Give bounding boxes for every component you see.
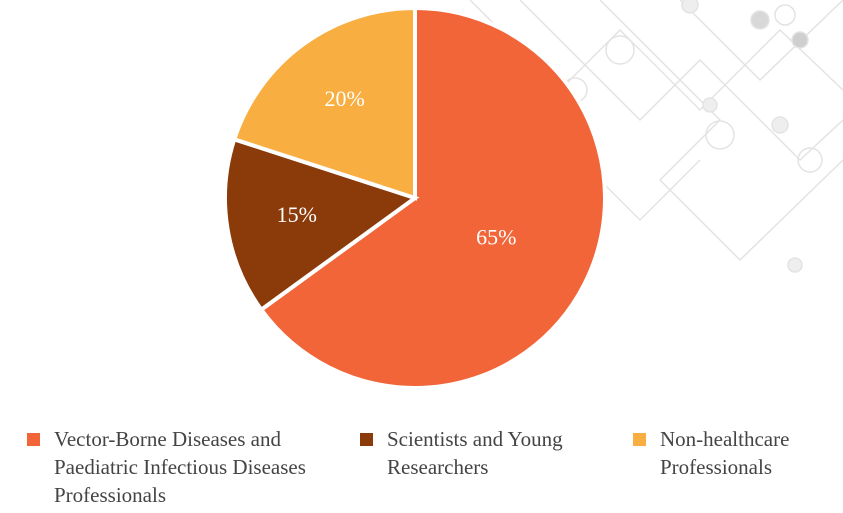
- page: 65% 15% 20% Vector-Borne Diseases and Paed…: [0, 0, 843, 513]
- legend-swatch: [633, 433, 646, 446]
- legend-entry: Scientists and Young Researchers: [360, 425, 617, 481]
- data-label: 20%: [324, 86, 364, 111]
- data-label: 15%: [277, 202, 317, 227]
- data-label: 65%: [476, 224, 516, 249]
- legend-label: Vector-Borne Diseases and Paediatric Inf…: [54, 425, 334, 509]
- legend-label: Non-healthcare Professionals: [660, 425, 840, 481]
- legend-label: Scientists and Young Researchers: [387, 425, 617, 481]
- legend-swatch: [360, 433, 373, 446]
- legend-swatch: [27, 433, 40, 446]
- legend-entry: Vector-Borne Diseases and Paediatric Inf…: [27, 425, 334, 509]
- legend-entry: Non-healthcare Professionals: [633, 425, 840, 481]
